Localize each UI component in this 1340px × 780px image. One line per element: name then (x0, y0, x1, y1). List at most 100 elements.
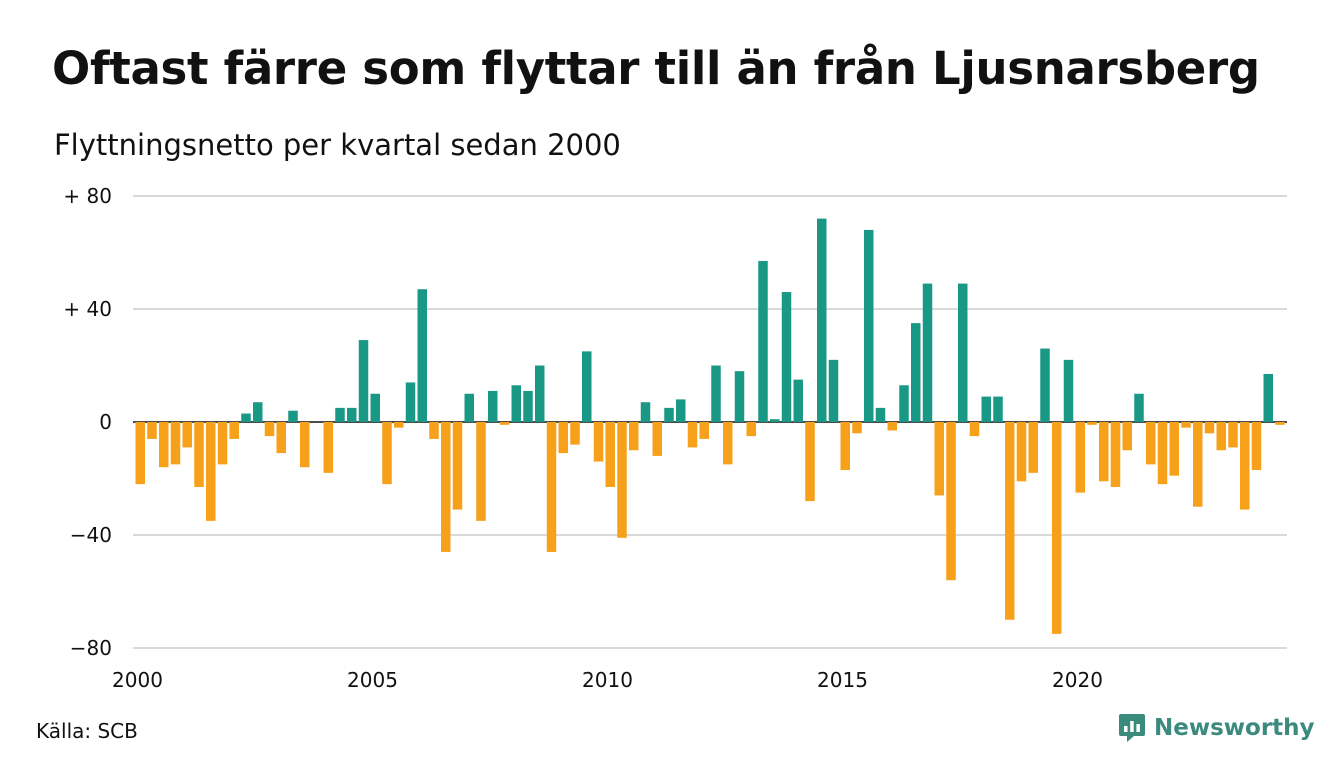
bar (535, 365, 545, 422)
bar (1028, 422, 1038, 473)
bar (1240, 422, 1250, 510)
bar (664, 407, 674, 422)
bar (582, 351, 592, 422)
bar (1040, 348, 1050, 422)
bar (488, 390, 498, 422)
bar (746, 422, 756, 437)
bar (288, 410, 298, 422)
x-tick-label: 2005 (347, 668, 398, 692)
bar (1075, 422, 1085, 493)
y-tick-label: −80 (70, 636, 112, 660)
bar (229, 422, 239, 439)
bar (382, 422, 392, 485)
bar (969, 422, 980, 437)
bar (194, 422, 204, 487)
bar (1016, 422, 1027, 482)
bar (687, 422, 698, 448)
bar (499, 422, 510, 425)
bar (241, 413, 251, 422)
bar (1146, 422, 1156, 465)
source-note: Källa: SCB (36, 719, 138, 743)
bar (723, 422, 733, 465)
bar (182, 422, 192, 448)
bar (1204, 422, 1215, 434)
bar (605, 422, 615, 487)
bar (347, 407, 357, 422)
bar (170, 422, 181, 465)
brand[interactable]: Newsworthy (1118, 713, 1315, 743)
bar (1169, 422, 1179, 476)
bar (147, 422, 157, 439)
bar (934, 422, 944, 496)
bar (981, 396, 991, 422)
bar (593, 422, 604, 462)
chart-title: Oftast färre som flyttar till än från Lj… (52, 42, 1260, 95)
bar (734, 371, 745, 422)
bar (1181, 422, 1191, 428)
bar (464, 393, 474, 422)
bar (770, 419, 780, 422)
bar (864, 229, 874, 422)
x-tick-label: 2010 (582, 668, 633, 692)
bar (394, 422, 404, 428)
bars (135, 218, 1285, 634)
bar (1110, 422, 1121, 487)
bar (922, 283, 933, 422)
y-tick-label: + 80 (63, 184, 112, 208)
bar (1052, 422, 1062, 634)
bar (899, 385, 909, 422)
bar (1099, 422, 1109, 482)
brand-name: Newsworthy (1154, 715, 1315, 741)
bar (417, 289, 427, 422)
bar (159, 422, 169, 468)
bar (911, 323, 921, 422)
bar (1216, 422, 1226, 451)
bar (300, 422, 310, 468)
bar (1263, 373, 1273, 422)
bar (946, 422, 956, 581)
bar (887, 422, 897, 431)
bar (652, 422, 662, 456)
x-tick-label: 2000 (112, 668, 163, 692)
bar (817, 218, 827, 422)
bar (699, 422, 709, 439)
bar (1005, 422, 1015, 620)
bar (335, 407, 345, 422)
y-tick-label: + 40 (63, 297, 112, 321)
y-axis-labels: + 80 + 40 0 −40 −80 (63, 184, 112, 660)
newsworthy-logo-icon (1119, 714, 1145, 742)
bar (1063, 359, 1074, 422)
bar (206, 422, 216, 521)
bar (758, 260, 768, 422)
bar (1275, 422, 1285, 425)
bar (1157, 422, 1168, 485)
bar (441, 422, 451, 552)
x-axis-labels: 2000 2005 2010 2015 2020 (112, 668, 1103, 692)
chart-subtitle: Flyttningsnetto per kvartal sedan 2000 (54, 128, 621, 162)
bar (276, 422, 286, 454)
bar (523, 390, 533, 422)
bar (793, 379, 803, 422)
bar (781, 292, 792, 422)
bar (711, 365, 721, 422)
bar (476, 422, 486, 521)
bar (1134, 393, 1144, 422)
bar (875, 407, 886, 422)
bar (1251, 422, 1262, 471)
bar (264, 422, 275, 437)
bar (217, 422, 228, 465)
bar (993, 396, 1003, 422)
bar (629, 422, 639, 451)
bar (805, 422, 815, 502)
bar (1193, 422, 1203, 507)
bar (828, 359, 839, 422)
bar (358, 340, 369, 422)
bar (1087, 422, 1097, 425)
bar (617, 422, 627, 538)
bar (570, 422, 580, 445)
bar (852, 422, 862, 434)
bar (1228, 422, 1238, 448)
bar (676, 399, 686, 422)
y-tick-label: −40 (70, 523, 112, 547)
